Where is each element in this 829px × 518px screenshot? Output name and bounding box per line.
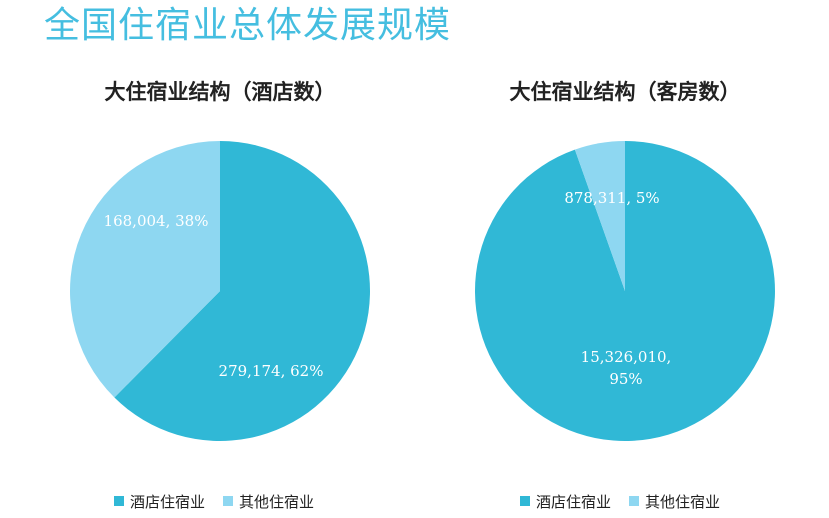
legend-label-other: 其他住宿业 — [239, 492, 315, 511]
legend-item-other: 其他住宿业 — [629, 491, 720, 512]
pie-slice-hotels-hotel — [114, 141, 371, 441]
page-title: 全国住宿业总体发展规模 — [44, 5, 452, 46]
legend-item-hotel: 酒店住宿业 — [114, 491, 205, 512]
legend-swatch-other — [223, 496, 234, 506]
legend-hotels: 酒店住宿业 其他住宿业 — [114, 490, 332, 512]
chart-title-rooms: 大住宿业结构（客房数） — [509, 79, 741, 104]
legend-label-hotel: 酒店住宿业 — [130, 492, 206, 511]
data-label-hotels-hotel: 279,174, 62% — [219, 362, 324, 380]
pie-slice-rooms-other — [574, 140, 625, 291]
data-label-rooms-other: 878,311, 5% — [564, 189, 659, 207]
data-label-hotels-other: 168,004, 38% — [104, 212, 209, 230]
legend-rooms: 酒店住宿业 其他住宿业 — [520, 490, 738, 512]
legend-swatch-hotel — [114, 496, 124, 506]
legend-label-other: 其他住宿业 — [645, 492, 721, 511]
chart-title-hotels: 大住宿业结构（酒店数） — [104, 79, 336, 104]
pie-slice-rooms-hotel — [474, 141, 775, 441]
legend-item-hotel: 酒店住宿业 — [520, 491, 611, 512]
legend-item-other: 其他住宿业 — [223, 491, 314, 512]
legend-swatch-hotel — [520, 496, 530, 506]
legend-swatch-other — [629, 496, 640, 506]
data-label-rooms-hotel: 15,326,010, 95% — [581, 348, 672, 388]
legend-label-hotel: 酒店住宿业 — [536, 492, 612, 511]
pie-slice-hotels-other — [70, 141, 220, 398]
